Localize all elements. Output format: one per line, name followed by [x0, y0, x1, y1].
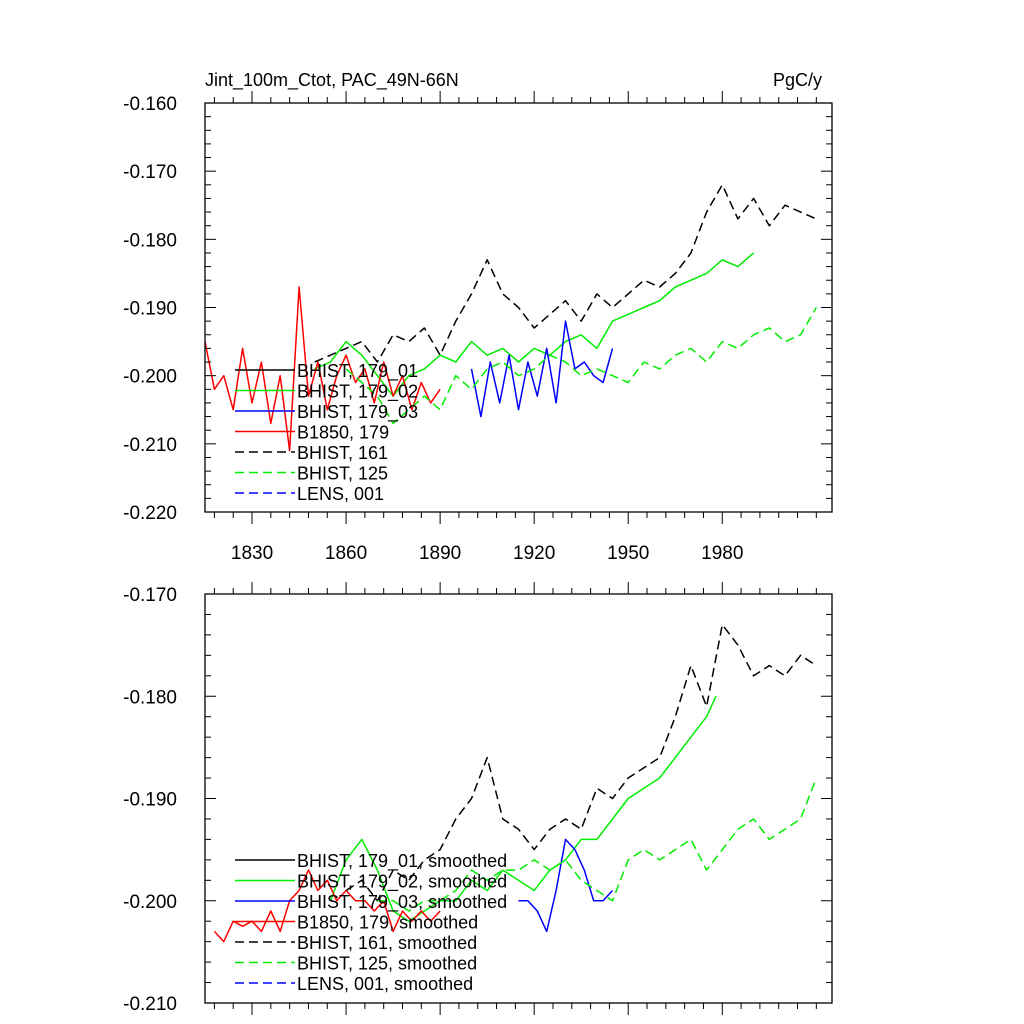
legend-entry: LENS, 001, smoothed [297, 974, 473, 994]
x-tick-label: 1980 [701, 543, 743, 564]
x-tick-label: 1830 [231, 543, 273, 564]
y-tick-label: -0.200 [123, 892, 177, 913]
series-line-0-5 [345, 307, 817, 425]
y-tick-label: -0.180 [123, 230, 177, 251]
x-tick-label: 1890 [419, 543, 461, 564]
legend-entry: BHIST, 179_03, smoothed [297, 892, 507, 913]
y-tick-label: -0.170 [123, 585, 177, 606]
legend-entry: BHIST, 179_01 [297, 361, 418, 382]
y-tick-label: -0.190 [123, 790, 177, 811]
legend-entry: BHIST, 161 [297, 443, 388, 463]
y-tick-label: -0.160 [123, 94, 177, 115]
series-line-0-1 [314, 252, 755, 397]
chart-title: Jint_100m_Ctot, PAC_49N-66N [205, 70, 459, 91]
top-chart-panel: Jint_100m_Ctot, PAC_49N-66N PgC/y -0.220… [123, 70, 833, 564]
y-tick-label: -0.170 [123, 162, 177, 183]
legend-entry: LENS, 001 [297, 484, 384, 504]
series-line-1-2 [518, 838, 614, 933]
bottom-chart-panel: -0.210 -0.200 -0.190 -0.180 -0.170 BHIST, 179… [123, 582, 833, 1015]
legend-entry: BHIST, 161, smoothed [297, 933, 477, 953]
y-tick-label: -0.200 [123, 367, 177, 388]
y-tick-label: -0.180 [123, 687, 177, 708]
y-tick-label: -0.220 [123, 503, 177, 524]
x-tick-label: 1950 [607, 543, 649, 564]
legend-entry: BHIST, 125, smoothed [297, 954, 477, 974]
series-line-1-5 [377, 777, 818, 912]
legend-entry: BHIST, 179_02 [297, 382, 418, 403]
legend-entry: B1850, 179, smoothed [297, 913, 478, 933]
series-line-0-2 [470, 320, 614, 418]
x-tick-label: 1920 [513, 543, 555, 564]
y-tick-label: -0.210 [123, 435, 177, 456]
series-line-0-4 [314, 184, 817, 363]
chart-units: PgC/y [773, 70, 822, 90]
series-line-0-3 [204, 286, 441, 452]
x-tick-label: 1860 [325, 543, 367, 564]
legend-entry: BHIST, 179_01, smoothed [297, 851, 507, 872]
y-tick-label: -0.190 [123, 299, 177, 320]
y-tick-label: -0.210 [123, 994, 177, 1015]
legend-entry: BHIST, 125 [297, 464, 388, 484]
series-line-1-1 [329, 695, 717, 922]
legend-entry: BHIST, 179_03 [297, 402, 418, 423]
legend-entry: BHIST, 179_02, smoothed [297, 872, 507, 893]
legend-entry: B1850, 179 [297, 423, 389, 443]
series-line-1-4 [345, 623, 817, 902]
